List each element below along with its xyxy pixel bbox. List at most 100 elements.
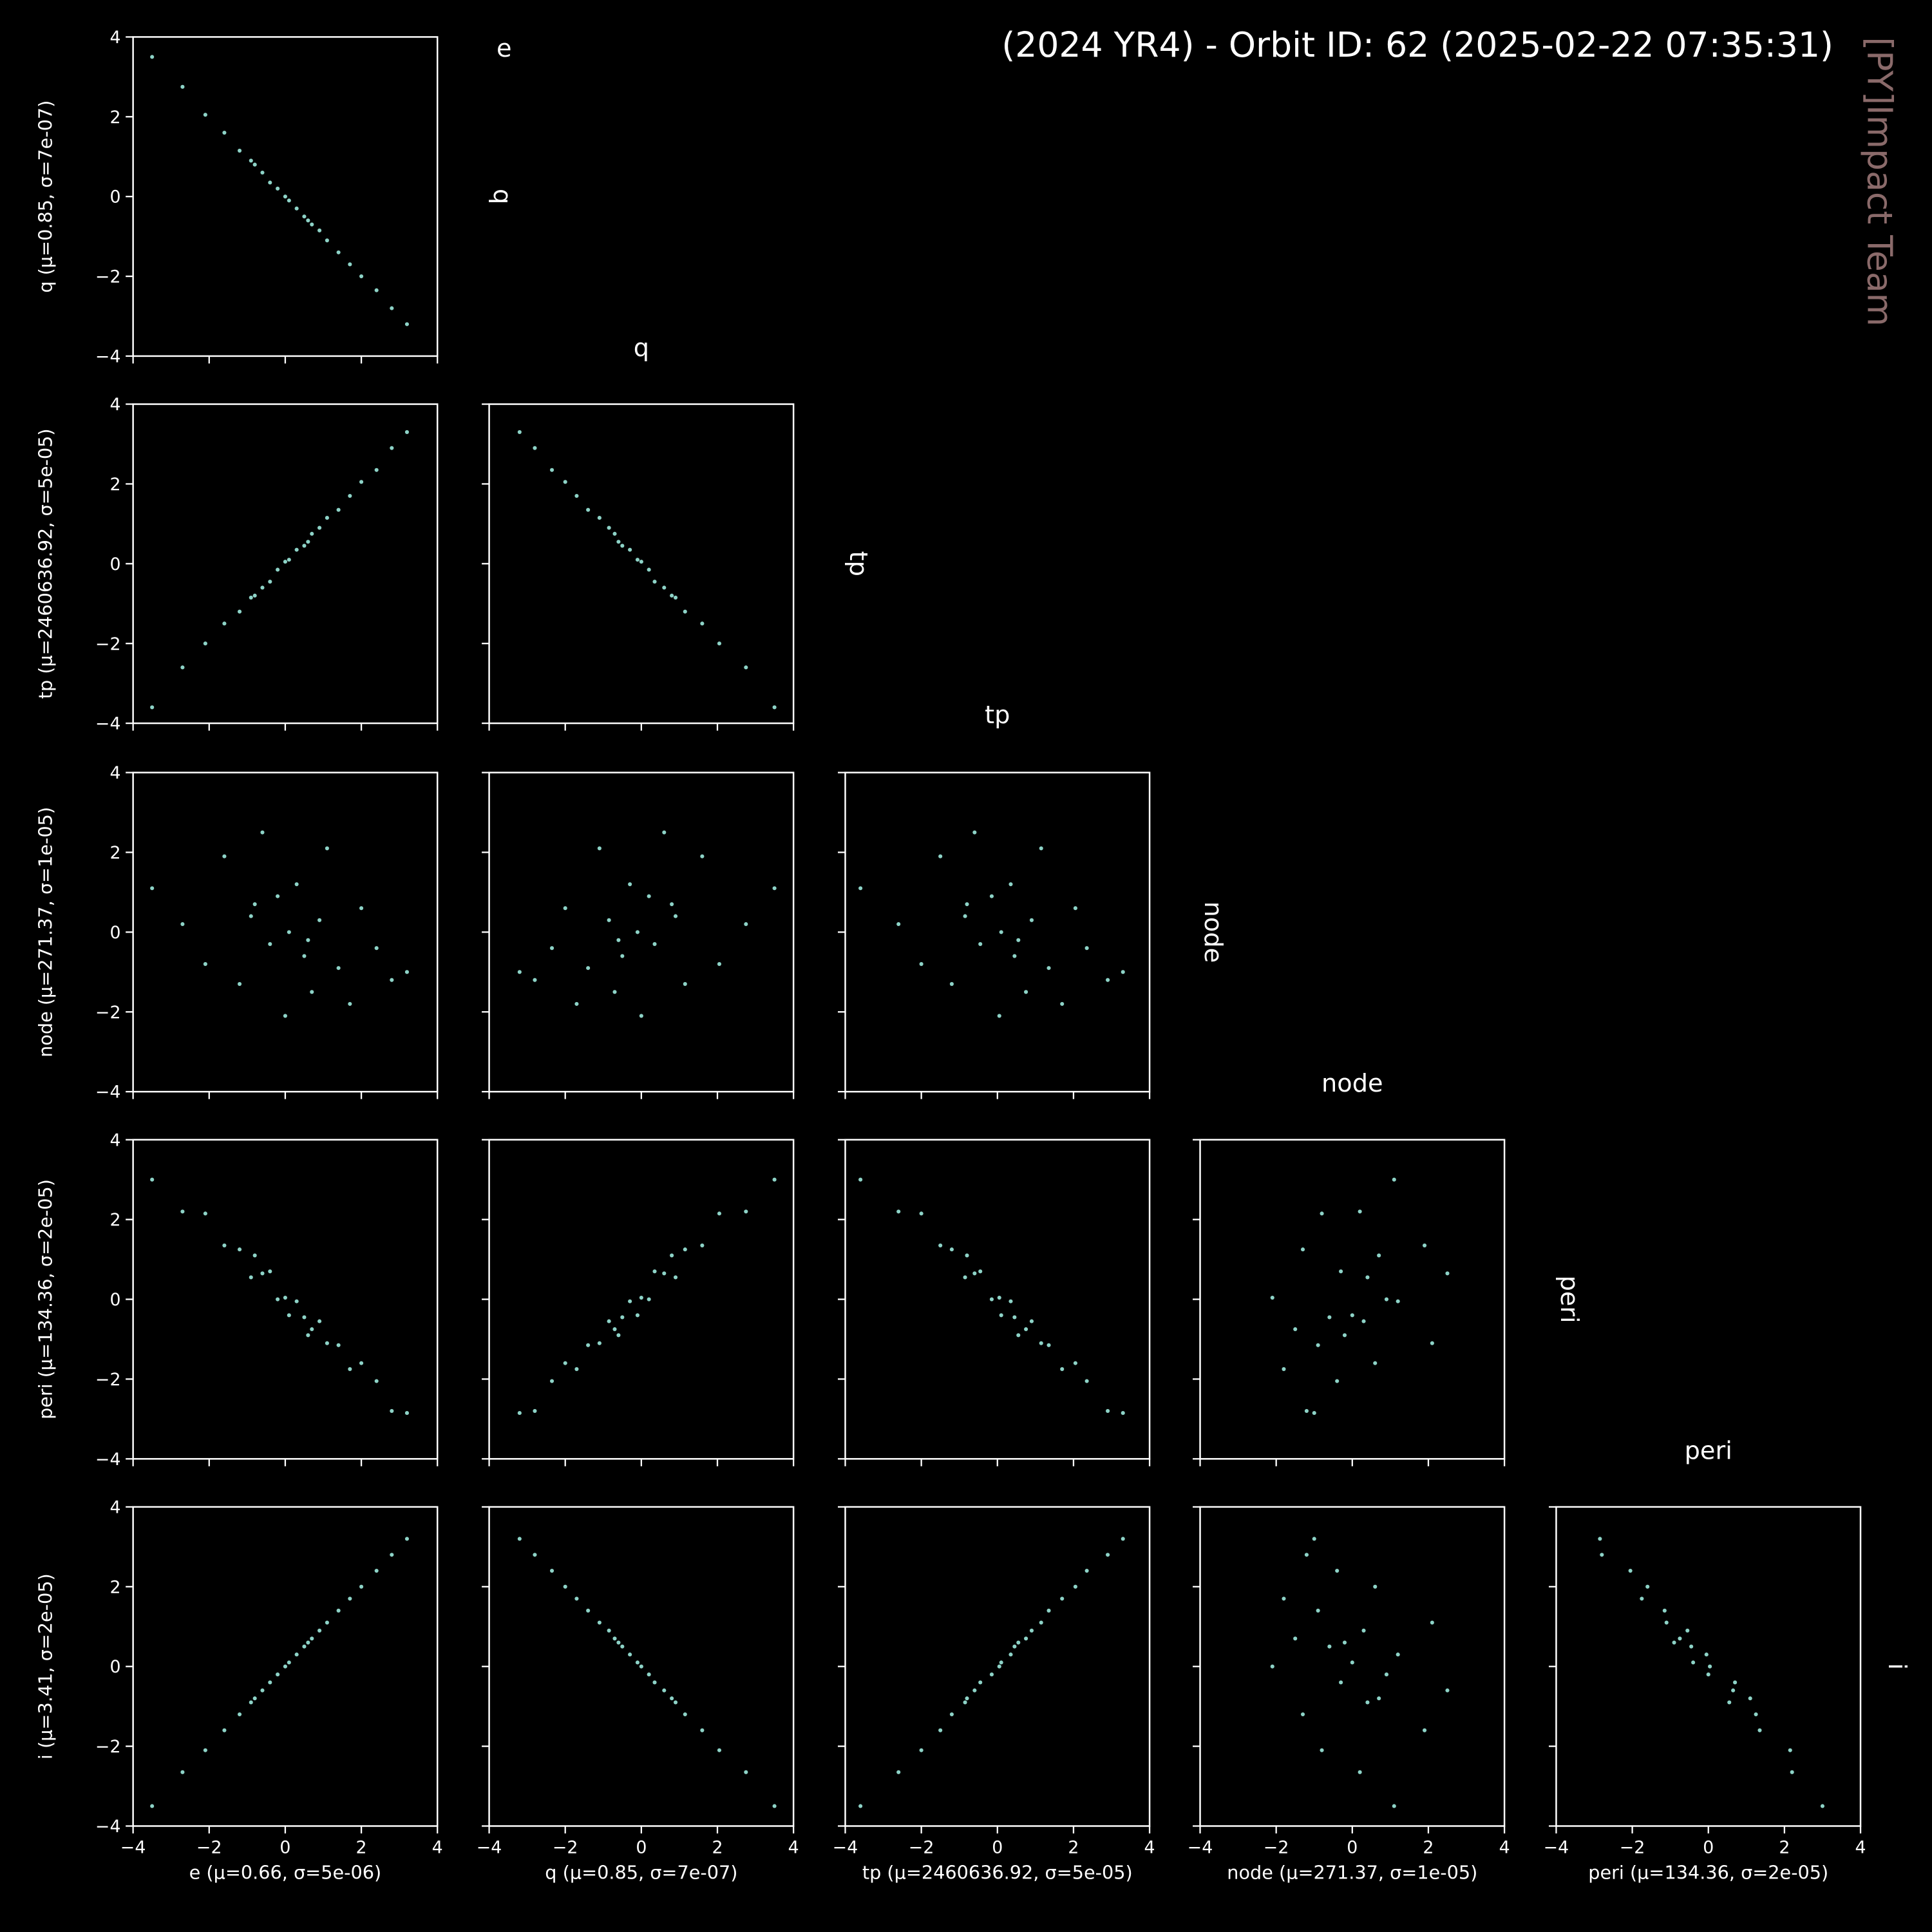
y-tick-label: 4 [109, 1130, 120, 1150]
y-axis-label: node (μ=271.37, σ=1e-05) [34, 807, 56, 1057]
point [1361, 1319, 1366, 1323]
point [717, 1211, 722, 1216]
y-tick-label: 4 [109, 28, 120, 48]
point [1350, 1313, 1354, 1318]
point [336, 1608, 341, 1613]
point [276, 567, 280, 572]
point [1327, 1315, 1332, 1320]
y-tick-label: 0 [109, 554, 120, 574]
point [294, 206, 299, 211]
y-tick-label: 4 [109, 1497, 120, 1517]
point [404, 970, 410, 974]
point [404, 322, 410, 327]
point [222, 621, 227, 626]
point [404, 1537, 410, 1541]
point [1300, 1712, 1305, 1717]
point [1628, 1568, 1633, 1573]
point [616, 540, 621, 544]
point [180, 84, 185, 89]
point [949, 1712, 954, 1717]
point [390, 1553, 394, 1557]
point [260, 170, 265, 175]
point [607, 918, 611, 922]
point [628, 882, 632, 887]
point [336, 250, 341, 254]
point [1316, 1343, 1320, 1347]
point [276, 894, 280, 898]
point [1335, 1379, 1340, 1383]
point [639, 560, 643, 564]
point [662, 830, 667, 835]
point [683, 1712, 687, 1717]
point [237, 1712, 242, 1717]
diagonal-label: peri [1685, 1436, 1732, 1465]
point [652, 942, 657, 947]
point [1731, 1688, 1736, 1692]
point [1445, 1271, 1450, 1276]
point [620, 954, 625, 958]
point [1339, 1680, 1343, 1685]
point [639, 1014, 643, 1018]
point [635, 1660, 640, 1665]
point [999, 1313, 1003, 1318]
diagonal-label: tp [844, 551, 873, 576]
x-tick-label: 0 [279, 1838, 290, 1858]
point [1754, 1712, 1758, 1717]
point [635, 1313, 640, 1318]
point [563, 1361, 567, 1365]
point [1039, 1341, 1043, 1345]
y-tick-label: 0 [109, 1290, 120, 1310]
point [222, 854, 227, 858]
point [999, 930, 1003, 934]
point [938, 1728, 943, 1732]
point [670, 1253, 674, 1258]
point [1689, 1644, 1694, 1649]
point [620, 1644, 625, 1649]
point [359, 274, 364, 279]
point [310, 990, 314, 994]
point [1365, 1275, 1370, 1280]
point [1733, 1680, 1738, 1685]
point [1820, 1804, 1825, 1808]
point [1691, 1660, 1696, 1665]
x-tick-label: 2 [1779, 1838, 1790, 1858]
point [919, 1211, 923, 1216]
point [999, 1660, 1003, 1665]
x-tick-label: −4 [1188, 1838, 1213, 1858]
y-tick-label: 0 [109, 187, 120, 207]
point [1270, 1664, 1274, 1669]
point [374, 1379, 379, 1383]
point [1012, 1315, 1017, 1320]
point [1060, 1001, 1065, 1006]
point [1282, 1367, 1286, 1371]
point [203, 641, 207, 646]
point [963, 1275, 967, 1280]
point [1282, 1596, 1286, 1601]
point [700, 1728, 705, 1732]
point [1361, 1628, 1366, 1633]
point [586, 1608, 591, 1613]
y-tick-label: −4 [95, 347, 120, 367]
point [306, 540, 310, 544]
point [517, 970, 522, 974]
point [1300, 1247, 1305, 1252]
point [310, 531, 314, 536]
point [1430, 1620, 1434, 1625]
point [348, 1596, 352, 1601]
point [673, 595, 678, 600]
diagonal-label: e [497, 34, 512, 63]
point [374, 468, 379, 472]
point [717, 641, 722, 646]
point [1342, 1333, 1347, 1338]
point [896, 1770, 901, 1774]
point [276, 186, 280, 191]
point [359, 480, 364, 484]
point [150, 886, 155, 891]
point [1422, 1243, 1427, 1247]
point [1039, 1620, 1043, 1625]
point [268, 1680, 272, 1685]
point [1678, 1636, 1682, 1641]
point [222, 1243, 227, 1247]
point [1316, 1608, 1320, 1613]
